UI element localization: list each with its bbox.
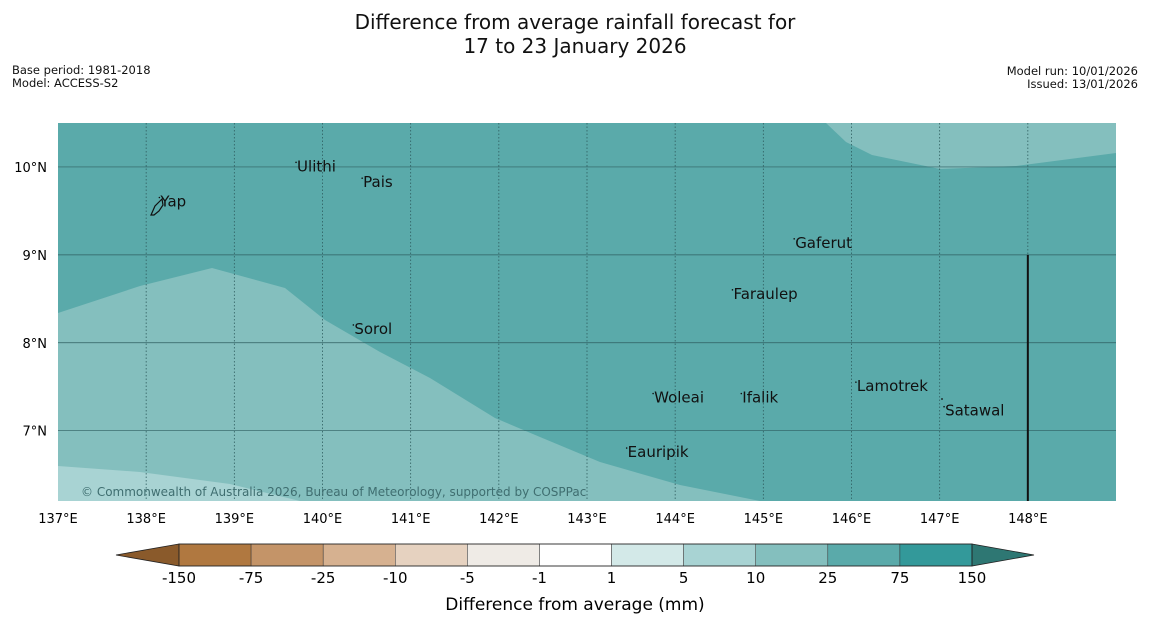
colorbar-tick-label: -1 xyxy=(532,569,547,587)
place-label-satawal: Satawal xyxy=(945,402,1004,420)
lat-tick-label: 10°N xyxy=(14,161,47,176)
place-label-woleai: Woleai xyxy=(654,389,704,407)
base-period-text: Base period: 1981-2018 xyxy=(12,63,151,77)
colorbar-tick-label: -5 xyxy=(460,569,475,587)
model-info: Base period: 1981-2018 Model: ACCESS-S2 xyxy=(12,64,151,90)
island-marker xyxy=(295,161,297,164)
colorbar-min-extension xyxy=(115,543,180,567)
lon-tick-label: 139°E xyxy=(215,512,255,527)
lat-tick-label: 9°N xyxy=(23,249,48,264)
colorbar-tick-label: -10 xyxy=(383,569,408,587)
colorbar-tick-label: 1 xyxy=(607,569,617,587)
colorbar-bin xyxy=(899,543,973,567)
lon-tick-label: 141°E xyxy=(391,512,431,527)
model-text: Model: ACCESS-S2 xyxy=(12,76,119,90)
lat-tick-label: 8°N xyxy=(23,337,48,352)
band-10-to-25-northeast xyxy=(826,123,1116,169)
yap-island-outline xyxy=(150,197,164,216)
title-line-1: Difference from average rainfall forecas… xyxy=(354,10,796,34)
colorbar-bin xyxy=(755,543,829,567)
place-labels: Yap Ulithi Pais Gaferut Faraulep Sorol Lamotre… xyxy=(158,157,1004,461)
colorbar-bin xyxy=(395,543,468,567)
colorbar-bin xyxy=(467,543,540,567)
place-label-yap: Yap xyxy=(159,193,186,211)
place-label-lamotrek: Lamotrek xyxy=(857,377,928,395)
issued-text: Issued: 13/01/2026 xyxy=(1027,77,1138,91)
lon-tick-label: 144°E xyxy=(655,512,695,527)
colorbar-tick-label: 5 xyxy=(679,569,689,587)
colorbar-tick-label: -25 xyxy=(311,569,336,587)
colorbar-tick-label: -150 xyxy=(162,569,196,587)
place-label-faraulep: Faraulep xyxy=(733,285,797,303)
lon-tick-label: 147°E xyxy=(920,512,960,527)
lat-tick-label: 7°N xyxy=(23,425,48,440)
lon-tick-label: 146°E xyxy=(832,512,872,527)
place-label-ulithi: Ulithi xyxy=(297,157,336,175)
colorbar-bin xyxy=(178,543,252,567)
colorbar-bin xyxy=(539,543,612,567)
colorbar-tick-labels: -150 -75 -25 -10 -5 -1 1 5 10 25 75 150 xyxy=(162,569,986,587)
island-marker xyxy=(361,177,363,179)
colorbar xyxy=(115,543,1035,567)
colorbar-tick-label: -75 xyxy=(239,569,264,587)
island-marker xyxy=(943,405,945,408)
colorbar-tick-label: 150 xyxy=(958,569,987,587)
island-marker xyxy=(740,392,743,395)
colorbar-title: Difference from average (mm) xyxy=(445,595,704,615)
colorbar-bin xyxy=(611,543,684,567)
latitude-tick-labels: 10°N 9°N 8°N 7°N xyxy=(14,161,47,440)
lon-tick-label: 143°E xyxy=(567,512,607,527)
colorbar-bin xyxy=(827,543,901,567)
colorbar-max-extension xyxy=(971,543,1035,567)
lon-tick-label: 142°E xyxy=(479,512,519,527)
map-title: Difference from average rainfall forecas… xyxy=(0,10,1150,58)
place-label-sorol: Sorol xyxy=(354,320,392,338)
island-marker xyxy=(625,447,628,449)
place-label-ifalik: Ifalik xyxy=(742,389,778,407)
island-marker xyxy=(352,324,355,326)
colorbar-tick-label: 75 xyxy=(890,569,909,587)
place-label-gaferut: Gaferut xyxy=(795,234,852,252)
longitude-tick-labels: 137°E 138°E 139°E 140°E 141°E 142°E 143°E 144°E… xyxy=(38,512,1047,527)
lon-tick-label: 140°E xyxy=(303,512,343,527)
place-label-pais: Pais xyxy=(363,173,393,191)
colorbar-frame xyxy=(178,543,973,567)
lon-tick-label: 137°E xyxy=(38,512,78,527)
lon-tick-label: 148°E xyxy=(1008,512,1048,527)
colorbar-tick-label: 25 xyxy=(818,569,837,587)
colorbar-bin xyxy=(683,543,756,567)
band-5-to-10-southwest xyxy=(58,466,300,501)
lon-tick-label: 145°E xyxy=(744,512,784,527)
island-marker xyxy=(793,238,795,240)
lon-tick-label: 138°E xyxy=(126,512,166,527)
place-label-eauripik: Eauripik xyxy=(628,443,689,461)
colorbar-bin xyxy=(322,543,396,567)
colorbar-bin xyxy=(250,543,324,567)
island-marker xyxy=(731,289,734,291)
model-run-text: Model run: 10/01/2026 xyxy=(1006,64,1138,78)
copyright-text: © Commonwealth of Australia 2026, Bureau… xyxy=(81,485,586,499)
island-marker xyxy=(941,398,943,400)
island-marker xyxy=(652,392,654,395)
island-marker xyxy=(158,196,161,199)
band-10-to-25-southwest xyxy=(58,268,760,501)
colorbar-tick-label: 10 xyxy=(746,569,765,587)
title-line-2: 17 to 23 January 2026 xyxy=(463,34,687,58)
island-marker xyxy=(855,381,857,383)
issue-info: Model run: 10/01/2026 Issued: 13/01/2026 xyxy=(1007,65,1138,91)
